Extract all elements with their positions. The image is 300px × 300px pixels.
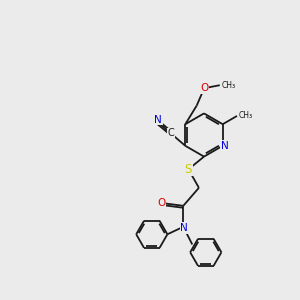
Text: S: S xyxy=(185,163,192,176)
Text: CH₃: CH₃ xyxy=(222,81,236,90)
Text: CH₃: CH₃ xyxy=(238,111,253,120)
Text: N: N xyxy=(154,115,162,125)
Text: N: N xyxy=(221,141,229,151)
Text: O: O xyxy=(158,198,166,208)
Text: O: O xyxy=(200,83,208,93)
Text: N: N xyxy=(180,223,188,233)
Text: C: C xyxy=(167,128,174,138)
